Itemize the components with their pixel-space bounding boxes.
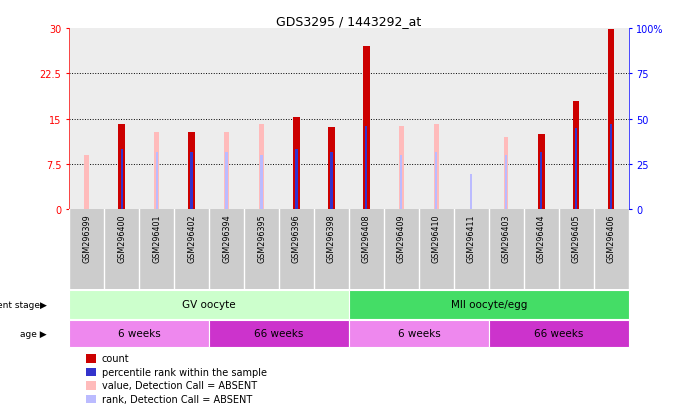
Bar xyxy=(86,354,96,363)
Bar xyxy=(86,368,96,376)
Bar xyxy=(349,320,489,347)
Text: GSM296402: GSM296402 xyxy=(187,214,196,262)
Bar xyxy=(489,29,524,210)
Bar xyxy=(86,381,96,390)
Bar xyxy=(594,29,629,210)
Text: GSM296411: GSM296411 xyxy=(467,214,476,262)
Bar xyxy=(574,101,580,210)
Bar xyxy=(435,124,439,210)
Bar xyxy=(174,29,209,210)
Bar xyxy=(69,29,104,210)
Bar xyxy=(610,124,612,210)
Text: 6 weeks: 6 weeks xyxy=(117,329,160,339)
Text: GSM296394: GSM296394 xyxy=(222,214,231,262)
Bar xyxy=(454,29,489,210)
Bar xyxy=(419,29,454,210)
Bar xyxy=(538,135,545,210)
Bar xyxy=(400,156,402,210)
Bar xyxy=(363,47,370,210)
Bar xyxy=(366,127,368,210)
Text: GSM296406: GSM296406 xyxy=(607,214,616,262)
Bar xyxy=(608,30,614,210)
Bar xyxy=(259,124,263,210)
Bar xyxy=(225,133,229,210)
Bar xyxy=(84,156,88,210)
Bar xyxy=(384,29,419,210)
Bar xyxy=(349,29,384,210)
Bar xyxy=(399,127,404,210)
Bar xyxy=(296,150,298,210)
Bar xyxy=(225,152,227,210)
Text: 6 weeks: 6 weeks xyxy=(397,329,440,339)
Text: MII oocyte/egg: MII oocyte/egg xyxy=(451,300,527,310)
Text: 66 weeks: 66 weeks xyxy=(254,329,303,339)
Bar xyxy=(576,128,578,210)
Bar xyxy=(471,175,473,210)
Bar xyxy=(559,29,594,210)
Text: GSM296404: GSM296404 xyxy=(537,214,546,262)
Bar xyxy=(314,29,349,210)
Text: rank, Detection Call = ABSENT: rank, Detection Call = ABSENT xyxy=(102,394,252,404)
Text: GSM296405: GSM296405 xyxy=(572,214,581,262)
Bar xyxy=(155,152,158,210)
Bar xyxy=(489,320,629,347)
Bar xyxy=(244,29,279,210)
Bar xyxy=(294,118,300,210)
Bar xyxy=(155,133,159,210)
Bar xyxy=(189,133,195,210)
Bar xyxy=(330,152,332,210)
Bar xyxy=(118,124,124,210)
Text: GSM296401: GSM296401 xyxy=(152,214,161,262)
Text: age ▶: age ▶ xyxy=(20,329,47,338)
Text: GSM296410: GSM296410 xyxy=(432,214,441,262)
Text: count: count xyxy=(102,354,129,363)
Bar xyxy=(69,290,349,319)
Bar xyxy=(209,29,244,210)
Bar xyxy=(279,29,314,210)
Bar xyxy=(209,320,349,347)
Text: percentile rank within the sample: percentile rank within the sample xyxy=(102,367,267,377)
Bar xyxy=(139,29,174,210)
Text: GSM296395: GSM296395 xyxy=(257,214,266,262)
Text: development stage▶: development stage▶ xyxy=(0,300,47,309)
Text: GSM296398: GSM296398 xyxy=(327,214,336,262)
Text: GSM296400: GSM296400 xyxy=(117,214,126,262)
Bar xyxy=(261,156,263,210)
Text: GSM296396: GSM296396 xyxy=(292,214,301,262)
Bar xyxy=(191,152,193,210)
Bar xyxy=(505,156,507,210)
Text: GSM296403: GSM296403 xyxy=(502,214,511,262)
Bar xyxy=(435,152,437,210)
Text: GV oocyte: GV oocyte xyxy=(182,300,236,310)
Text: 66 weeks: 66 weeks xyxy=(534,329,583,339)
Title: GDS3295 / 1443292_at: GDS3295 / 1443292_at xyxy=(276,15,422,28)
Text: value, Detection Call = ABSENT: value, Detection Call = ABSENT xyxy=(102,380,256,390)
Bar xyxy=(540,152,542,210)
Text: GSM296408: GSM296408 xyxy=(362,214,371,262)
Bar xyxy=(504,138,509,210)
Text: GSM296409: GSM296409 xyxy=(397,214,406,262)
Bar xyxy=(104,29,139,210)
Bar xyxy=(328,127,334,210)
Bar xyxy=(69,320,209,347)
Bar xyxy=(120,150,122,210)
Text: GSM296399: GSM296399 xyxy=(82,214,91,262)
Bar xyxy=(349,290,629,319)
Bar xyxy=(524,29,559,210)
Bar xyxy=(86,395,96,404)
